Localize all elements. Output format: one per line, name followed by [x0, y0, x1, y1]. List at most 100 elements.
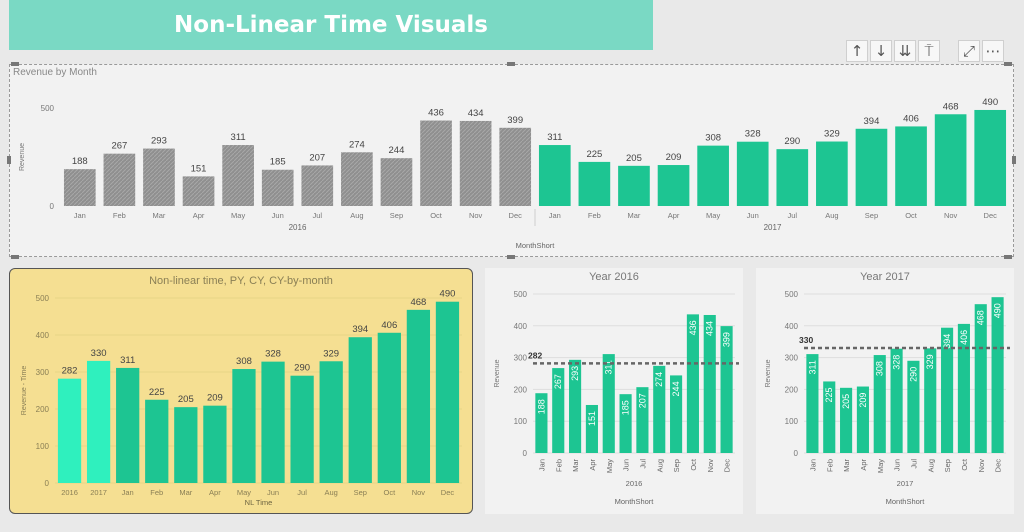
data-label: 436: [688, 320, 698, 335]
bar: [341, 152, 373, 206]
bar: [736, 141, 769, 206]
data-label: 308: [705, 133, 721, 144]
bar: [720, 326, 733, 453]
y-tick-label: 500: [41, 104, 55, 113]
data-label: 209: [207, 393, 223, 404]
data-label: 274: [349, 139, 365, 150]
data-label: 406: [959, 330, 969, 345]
x-tick-label: May: [231, 211, 245, 220]
data-label: 399: [507, 115, 523, 126]
x-tick-label: Apr: [859, 458, 868, 470]
x-tick-label: May: [706, 211, 720, 220]
bar: [895, 126, 927, 206]
x-tick-label: Jul: [297, 488, 307, 497]
data-label: 267: [111, 141, 127, 152]
bar: [806, 354, 819, 453]
x-axis-label: MonthShort: [886, 497, 926, 506]
x-tick-label: Jul: [787, 211, 797, 220]
bar: [619, 394, 632, 453]
group-label: 2016: [289, 223, 307, 232]
x-tick-label: Mar: [179, 488, 192, 497]
y-tick-label: 200: [36, 405, 50, 414]
x-tick-label: Sep: [943, 459, 952, 472]
x-tick-label: Nov: [706, 459, 715, 473]
x-axis-label: MonthShort: [615, 497, 655, 506]
bar: [116, 367, 140, 483]
resize-handle[interactable]: [507, 255, 515, 259]
bar: [934, 114, 967, 206]
y-tick-label: 100: [514, 417, 528, 426]
bar: [957, 323, 970, 453]
revenue-by-month-visual[interactable]: Revenue by Month 0 500 Revenue 188 Jan 267 Feb…: [9, 64, 1014, 257]
year-2016-visual[interactable]: Year 2016 0 100 200 300 400 500 Revenue 188 Jan 2…: [485, 268, 743, 514]
resize-handle[interactable]: [1004, 255, 1012, 259]
x-tick-label: Dec: [509, 211, 523, 220]
y-axis-label: Revenue: [494, 359, 501, 387]
data-label: 185: [621, 400, 631, 415]
x-tick-label: Jul: [909, 459, 918, 469]
x-tick-label: May: [876, 459, 885, 473]
x-tick-label: Jan: [74, 211, 86, 220]
arrow-up-icon[interactable]: ↑: [846, 40, 868, 62]
y-tick-label: 500: [514, 290, 528, 299]
data-label: 225: [824, 387, 834, 402]
x-tick-label: Jun: [267, 488, 279, 497]
data-label: 436: [428, 108, 444, 119]
arrow-down-icon[interactable]: ↓: [870, 40, 892, 62]
resize-handle[interactable]: [11, 62, 19, 66]
focus-mode-icon[interactable]: ⤢: [958, 40, 980, 62]
bar: [552, 368, 565, 453]
data-label: 328: [745, 129, 761, 140]
resize-handle[interactable]: [507, 62, 515, 66]
data-label: 244: [389, 145, 405, 156]
expand-hierarchy-icon[interactable]: ⍑: [918, 40, 940, 62]
resize-handle[interactable]: [1012, 156, 1016, 164]
y-tick-label: 400: [36, 331, 50, 340]
resize-handle[interactable]: [1004, 62, 1012, 66]
y-tick-label: 500: [785, 290, 799, 299]
y-tick-label: 0: [794, 449, 799, 458]
y-tick-label: 300: [36, 368, 50, 377]
x-tick-label: Oct: [430, 211, 443, 220]
bar: [203, 405, 227, 483]
x-tick-label: Apr: [588, 458, 597, 470]
data-label: 308: [236, 356, 252, 367]
x-tick-label: Aug: [324, 488, 337, 497]
bar: [703, 314, 716, 453]
x-tick-label: Dec: [984, 211, 998, 220]
bar: [907, 360, 920, 453]
data-label: 490: [440, 289, 456, 300]
more-options-icon[interactable]: ⋯: [982, 40, 1004, 62]
x-tick-label: Nov: [977, 459, 986, 473]
data-label: 468: [943, 101, 959, 112]
reference-line-label: 330: [799, 335, 813, 345]
x-tick-label: Sep: [672, 459, 681, 472]
data-label: 151: [191, 163, 207, 174]
x-tick-label: Feb: [588, 211, 601, 220]
y-tick-label: 400: [514, 322, 528, 331]
year-2017-visual[interactable]: Year 2017 0 100 200 300 400 500 Revenue 311 Jan 2…: [756, 268, 1014, 514]
resize-handle[interactable]: [7, 156, 11, 164]
bar: [974, 109, 1007, 206]
data-label: 290: [908, 367, 918, 382]
x-tick-label: Aug: [655, 459, 664, 472]
data-label: 330: [91, 348, 107, 359]
x-axis-label: MonthShort: [516, 241, 556, 250]
y-tick-label: 300: [785, 354, 799, 363]
bar: [776, 149, 809, 206]
resize-handle[interactable]: [11, 255, 19, 259]
x-tick-label: Aug: [825, 211, 838, 220]
data-label: 394: [352, 324, 368, 335]
visual-toolbar: ↑ ↓ ⇊ ⍑ ⤢ ⋯: [846, 40, 1004, 62]
x-tick-label: Oct: [383, 488, 396, 497]
bar: [261, 169, 294, 206]
non-linear-time-visual[interactable]: Non-linear time, PY, CY, CY-by-month 0 10…: [9, 268, 473, 514]
chart-title: Revenue by Month: [13, 67, 97, 78]
x-tick-label: Feb: [113, 211, 126, 220]
x-tick-label: Sep: [865, 211, 878, 220]
bar: [890, 348, 903, 453]
data-label: 209: [666, 152, 682, 163]
double-arrow-down-icon[interactable]: ⇊: [894, 40, 916, 62]
data-label: 205: [178, 394, 194, 405]
data-label: 207: [637, 393, 647, 408]
